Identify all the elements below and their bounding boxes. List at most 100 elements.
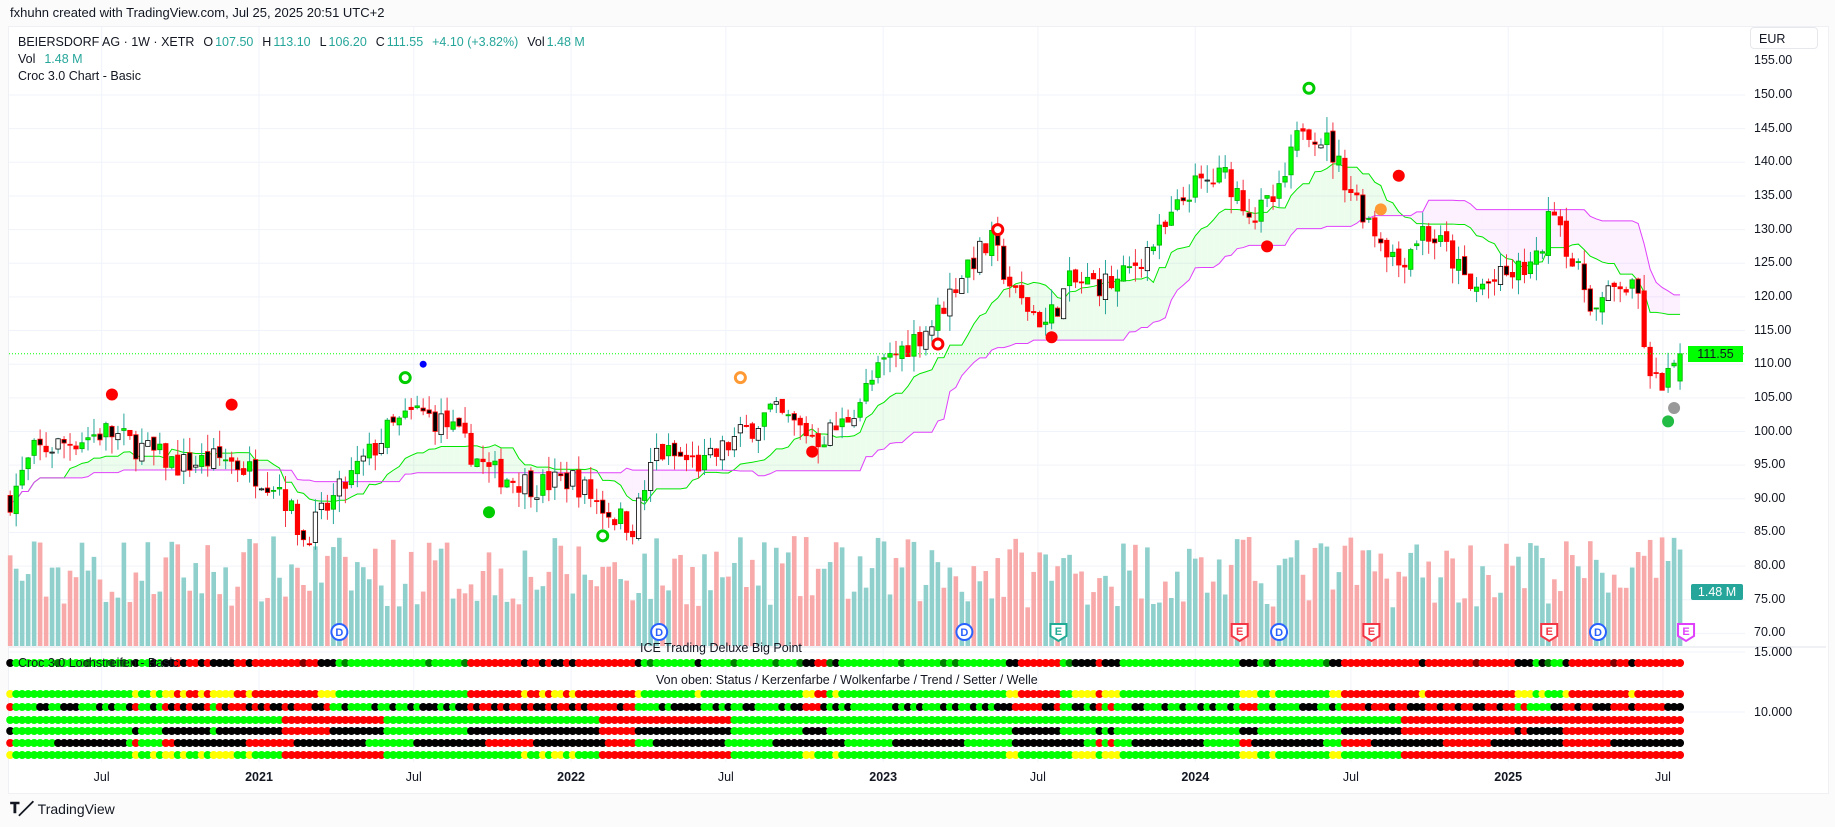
indicator-dot	[766, 690, 775, 698]
candle	[300, 530, 307, 541]
volume-bar	[1653, 577, 1659, 646]
indicator-dot	[72, 659, 81, 667]
indicator-dot	[712, 727, 721, 735]
indicator-dot	[1011, 727, 1020, 735]
volume-bar	[1564, 541, 1569, 646]
indicator-dot	[161, 659, 170, 667]
indicator-dot	[808, 751, 817, 759]
indicator-dot	[1514, 690, 1523, 698]
chart-legend: BEIERSDORF AG · 1W · XETR O 107.50 H 113.1…	[18, 34, 587, 85]
cloud-segment	[1494, 209, 1501, 254]
indicator-dot	[18, 690, 27, 698]
indicator-dot	[586, 690, 595, 698]
indicator-dot	[1263, 751, 1272, 759]
indicator-dot	[377, 727, 386, 735]
indicator-dot	[1526, 703, 1535, 711]
indicator-dot	[490, 659, 499, 667]
indicator-dot	[694, 751, 703, 759]
indicator-dot	[634, 659, 643, 667]
indicator-dot	[814, 659, 823, 667]
indicator-dot	[856, 659, 865, 667]
volume-bar	[1504, 543, 1509, 646]
cloud-segment	[925, 369, 932, 433]
indicator-dot	[1664, 751, 1673, 759]
indicator-dot	[1077, 703, 1086, 711]
indicator-dot	[993, 739, 1002, 747]
indicator-dot	[83, 703, 92, 711]
indicator-dot	[18, 739, 27, 747]
indicator-dot	[1604, 727, 1613, 735]
indicator-dot	[574, 739, 583, 747]
dividend-icon-label: D	[655, 627, 663, 639]
indicator-dot	[1586, 751, 1595, 759]
indicator-dot	[191, 659, 200, 667]
symbol-title[interactable]: BEIERSDORF AG · 1W · XETR	[18, 35, 195, 49]
indicator-dot	[981, 716, 990, 724]
indicator-dot	[957, 751, 966, 759]
cloud-segment	[267, 460, 274, 470]
currency-button[interactable]: EUR	[1750, 27, 1818, 49]
volume-bar	[1492, 597, 1497, 646]
indicator-dot	[1101, 703, 1110, 711]
volume-bar	[893, 558, 899, 646]
indicator-dot	[778, 690, 787, 698]
candle	[157, 443, 163, 451]
indicator-legend[interactable]: Croc 3.0 Chart - Basic	[18, 69, 141, 83]
indicator-dot	[305, 727, 314, 735]
indicator-dot	[532, 690, 541, 698]
indicator-dot	[502, 703, 511, 711]
indicator-dot	[754, 739, 763, 747]
indicator-dot	[1556, 659, 1565, 667]
time-tick: Jul	[1654, 770, 1671, 784]
indicator-dot	[868, 727, 877, 735]
indicator-dot	[1107, 751, 1116, 759]
indicator-dot	[1316, 690, 1325, 698]
indicator-dot	[915, 739, 924, 747]
indicator-dot	[1113, 739, 1122, 747]
indicator-dot	[1628, 703, 1637, 711]
candle	[139, 442, 145, 462]
ohlc-line: BEIERSDORF AG · 1W · XETR O 107.50 H 113.1…	[18, 34, 587, 51]
indicator-dot	[880, 703, 889, 711]
tradingview-logo[interactable]: 𝐓╱ TradingView	[10, 800, 115, 817]
indicator-dot	[1293, 751, 1302, 759]
volume-legend[interactable]: Vol 1.48 M	[18, 51, 587, 68]
candle	[1635, 278, 1641, 294]
indicator-dot	[1107, 703, 1116, 711]
indicator-dot	[365, 727, 374, 735]
indicator-pane-label[interactable]: Croc 3.0 Lochstreifen - Basic	[18, 656, 179, 670]
indicator-dot	[1670, 659, 1679, 667]
volume-bar	[917, 601, 923, 646]
volume-bar	[97, 579, 103, 646]
indicator-dot	[838, 690, 847, 698]
candle	[1479, 283, 1486, 290]
indicator-dot	[1155, 727, 1164, 735]
volume-bar	[396, 606, 402, 646]
indicator-dot	[89, 727, 98, 735]
indicator-dot	[1556, 703, 1565, 711]
indicator-dot	[1496, 716, 1505, 724]
indicator-dot	[143, 751, 152, 759]
indicator-dot	[1059, 690, 1068, 698]
indicator-dot	[897, 690, 906, 698]
indicator-dot	[383, 751, 392, 759]
cloud-segment	[1506, 209, 1513, 260]
cloud-segment	[1039, 283, 1046, 341]
indicator-dot	[1071, 703, 1080, 711]
indicator-dot	[1017, 751, 1026, 759]
indicator-dot	[1322, 703, 1331, 711]
candle	[749, 423, 755, 439]
indicator-dot	[1053, 751, 1062, 759]
indicator-dot	[598, 716, 607, 724]
indicator-dot	[1658, 703, 1667, 711]
indicator-dot	[975, 659, 984, 667]
indicator-dot	[652, 690, 661, 698]
indicator-dot	[155, 659, 164, 667]
indicator-dot	[1628, 727, 1637, 735]
candle	[312, 511, 319, 543]
indicator-dot	[1185, 690, 1194, 698]
indicator-dot	[1346, 659, 1355, 667]
indicator-dot	[1568, 659, 1577, 667]
indicator-dot	[1406, 716, 1415, 724]
